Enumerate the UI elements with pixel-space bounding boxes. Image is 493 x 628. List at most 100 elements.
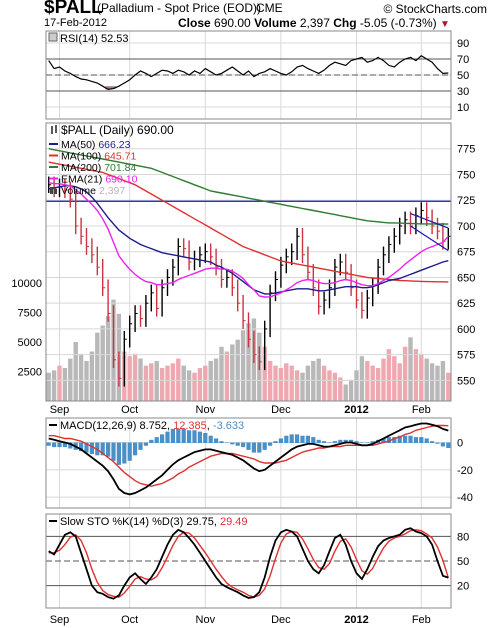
macd-histogram-bar xyxy=(154,437,159,444)
macd-histogram-bar xyxy=(62,442,67,448)
sto-d-line xyxy=(48,529,449,598)
volume-bar xyxy=(327,370,332,401)
price-legend-label: Volume 2,397 xyxy=(61,185,125,197)
chg-value: -5.05 (-0.73%) xyxy=(359,16,437,30)
rsi-legend-swatch xyxy=(48,32,58,42)
macd-histogram-bar xyxy=(435,442,440,444)
exchange-label: CME xyxy=(256,1,283,15)
macd-line xyxy=(48,422,449,496)
price-legend-label: EMA(21) 690.10 xyxy=(61,174,138,186)
volume-tick-label: 10000 xyxy=(11,278,42,290)
macd-histogram-bar xyxy=(138,442,143,450)
volume-bar xyxy=(294,370,300,401)
volume-bar xyxy=(446,372,451,401)
price-tick-label: 675 xyxy=(457,247,475,259)
volume-bar xyxy=(429,363,435,401)
quote-summary: Close 690.00 Volume 2,397 Chg -5.05 (-0.… xyxy=(178,16,450,30)
macd-histogram-bar xyxy=(100,442,105,456)
sto-legend-label: Slow STO %K(14) %D(3) 29.75, 29.49 xyxy=(60,516,248,528)
close-value: 690.00 xyxy=(214,16,251,30)
volume-bar xyxy=(246,323,251,401)
macd-histogram-bar xyxy=(322,441,327,444)
macd-histogram-bar xyxy=(181,428,186,444)
price-tick-label: 650 xyxy=(457,272,475,284)
x-tick-label: Oct xyxy=(121,404,138,416)
volume-bar xyxy=(386,349,392,401)
macd-histogram-bar xyxy=(68,442,73,449)
macd-histogram-bar xyxy=(338,439,343,444)
price-legend-label: MA(50) 666.23 xyxy=(61,139,131,151)
volume-bar xyxy=(284,363,289,401)
volume-bar xyxy=(278,368,284,401)
macd-histogram-bar xyxy=(295,434,300,444)
macd-histogram-bar xyxy=(343,439,348,444)
volume-bar xyxy=(435,365,440,401)
price-tick-label: 750 xyxy=(457,169,475,181)
rsi-line xyxy=(48,55,449,91)
rsi-legend-label: RSI(14) 52.53 xyxy=(60,33,128,45)
volume-bar xyxy=(354,370,359,401)
macd-histogram-bar xyxy=(241,442,246,448)
macd-histogram-bar xyxy=(316,439,321,444)
macd-histogram-bar xyxy=(381,438,386,444)
ma200-line xyxy=(48,148,449,225)
volume-bar xyxy=(181,365,186,401)
macd-histogram-bar xyxy=(122,442,127,464)
volume-bar xyxy=(132,353,138,401)
volume-bar xyxy=(267,360,273,401)
ma50-line xyxy=(48,185,449,295)
volume-bar xyxy=(84,360,89,401)
macd-tick-label: -20 xyxy=(457,465,473,477)
macd-histogram-bar xyxy=(311,437,316,444)
x-tick-label: Dec xyxy=(271,404,291,416)
macd-histogram-bar xyxy=(214,438,219,444)
panel-frame xyxy=(45,122,452,402)
price-tick-label: 725 xyxy=(457,195,475,207)
volume-bar xyxy=(143,365,149,401)
volume-bar xyxy=(159,368,165,401)
macd-histogram-bar xyxy=(403,435,408,444)
volume-bar xyxy=(262,346,267,401)
price-tick-label: 550 xyxy=(457,375,475,387)
volume-bar xyxy=(192,372,197,401)
macd-tick-label: -40 xyxy=(457,492,473,504)
macd-histogram-bar xyxy=(300,435,305,444)
volume-bar xyxy=(46,372,51,401)
price-legend-label: $PALL (Daily) 690.00 xyxy=(61,123,174,137)
volume-bar xyxy=(149,363,154,401)
macd-histogram-bar xyxy=(354,441,359,444)
volume-tick-label: 2500 xyxy=(18,367,42,379)
volume-bar xyxy=(413,349,419,401)
macd-histogram-bar xyxy=(235,442,240,446)
macd-histogram-bar xyxy=(84,442,89,453)
macd-histogram-bar xyxy=(52,442,57,448)
volume-bar xyxy=(240,330,246,401)
volume-tick-label: 7500 xyxy=(18,308,42,320)
volume-bar xyxy=(381,358,386,401)
volume-bar xyxy=(78,353,84,401)
macd-histogram-bar xyxy=(192,430,197,444)
macd-histogram-bar xyxy=(176,428,181,444)
volume-bar xyxy=(213,358,219,401)
macd-legend-label: MACD(12,26,9) 8.752, 12.385, -3.633 xyxy=(60,420,244,432)
volume-bar xyxy=(203,365,208,401)
x-tick-label: 2012 xyxy=(344,404,368,416)
macd-histogram-bar xyxy=(370,441,375,444)
x-tick-label: Sep xyxy=(50,404,70,416)
price-legend-label: MA(100) 645.71 xyxy=(61,151,136,163)
volume-bar xyxy=(170,363,176,401)
wedge-line-lower xyxy=(410,225,449,252)
x-tick-label: Feb xyxy=(412,404,431,416)
x-tick-label-bottom: Oct xyxy=(121,614,138,626)
macd-histogram-bar xyxy=(143,442,148,446)
sto-tick-label: 50 xyxy=(457,556,469,568)
volume-bar xyxy=(392,356,397,401)
macd-histogram-bar xyxy=(332,441,337,444)
macd-tick-label: 0 xyxy=(457,438,463,450)
macd-histogram-bar xyxy=(111,442,116,461)
volume-bar xyxy=(365,360,370,401)
macd-histogram-bar xyxy=(79,442,84,452)
x-tick-label-bottom: 2012 xyxy=(344,614,368,626)
macd-histogram-bar xyxy=(219,441,224,444)
volume-bar xyxy=(105,316,111,401)
